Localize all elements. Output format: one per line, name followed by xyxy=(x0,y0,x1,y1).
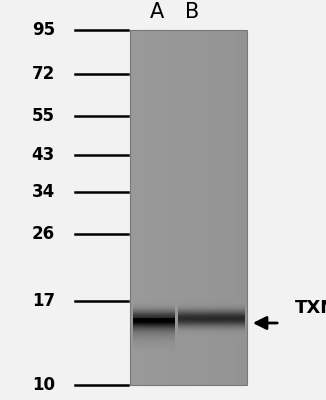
Text: B: B xyxy=(185,2,199,22)
Text: 55: 55 xyxy=(32,107,55,125)
Text: 95: 95 xyxy=(32,21,55,39)
Text: 43: 43 xyxy=(32,146,55,164)
Text: A: A xyxy=(150,2,164,22)
Text: 17: 17 xyxy=(32,292,55,310)
Text: 72: 72 xyxy=(32,65,55,83)
Text: 34: 34 xyxy=(32,183,55,201)
Bar xyxy=(130,30,247,385)
Text: TXN: TXN xyxy=(295,299,326,317)
Text: 10: 10 xyxy=(32,376,55,394)
Text: 26: 26 xyxy=(32,225,55,243)
